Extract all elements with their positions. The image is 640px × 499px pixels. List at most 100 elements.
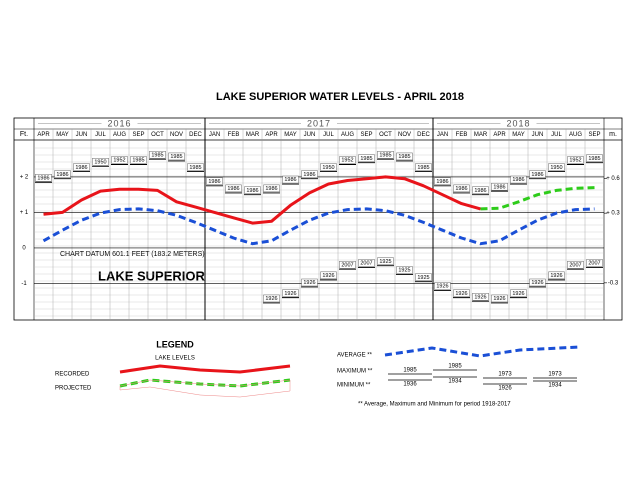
record-box [415, 163, 432, 171]
month-label: APR [37, 132, 50, 138]
record-box [320, 271, 337, 280]
month-label: FEB [228, 132, 240, 138]
legend-band [119, 379, 291, 398]
record-year: 1926 [550, 273, 562, 279]
legend-year: 1934 [548, 383, 562, 389]
month-label: MAY [284, 132, 297, 138]
record-box [92, 158, 109, 166]
record-box [548, 163, 565, 171]
legend-year: 1936 [403, 382, 417, 388]
record-box [187, 163, 204, 171]
frame [13, 117, 623, 321]
record-box [339, 156, 356, 164]
record-box [586, 154, 603, 162]
y-tick-label: + 1 [20, 210, 29, 216]
record-box [377, 151, 394, 159]
record-year: 1986 [493, 184, 505, 190]
legend-label: AVERAGE ** [337, 353, 373, 359]
record-box [263, 184, 280, 193]
legend-line [384, 345, 581, 358]
record-box [510, 175, 527, 184]
record-box [206, 177, 223, 185]
record-year: 1926 [284, 291, 296, 297]
month-label: MAY [56, 132, 69, 138]
record-year: 1950 [550, 165, 562, 171]
record-year: 1986 [227, 186, 239, 192]
record-year: 1926 [531, 280, 543, 286]
record-year: 1986 [303, 172, 315, 178]
legend-line [119, 364, 291, 374]
month-label: AUG [569, 132, 582, 138]
record-box [453, 289, 470, 297]
record-box [529, 278, 546, 287]
month-label: JUL [95, 132, 106, 138]
legend-label: MINIMUM ** [337, 383, 371, 389]
record-year: 1950 [94, 159, 106, 165]
record-box [415, 273, 432, 281]
month-label: JUN [76, 132, 88, 138]
month-label: APR [265, 132, 278, 138]
record-year: 1985 [417, 165, 429, 171]
month-label: DEC [417, 132, 430, 138]
record-year: 1952 [341, 158, 353, 164]
month-label: SEP [132, 132, 144, 138]
record-year: 1950 [322, 165, 334, 171]
record-box [510, 289, 527, 297]
y-tick-label: 0 [22, 246, 26, 252]
record-year: 1986 [455, 186, 467, 192]
record-box [282, 289, 299, 297]
month-label: JUL [551, 132, 562, 138]
month-label: SEP [588, 132, 600, 138]
month-label: MAR [474, 132, 488, 138]
annotation: CHART DATUM 601.1 FEET (183.2 METERS) [60, 251, 205, 258]
record-box [586, 259, 603, 267]
record-box [491, 182, 508, 191]
y2-tick-label: -0.3 [608, 280, 619, 286]
year-label: 2016 [107, 118, 131, 128]
record-year: 1926 [474, 294, 486, 300]
record-year: 1986 [436, 179, 448, 185]
legend-year: 1973 [498, 372, 512, 378]
record-year: 1926 [455, 291, 467, 297]
record-box [434, 282, 451, 290]
y-axis-label: Ft. [20, 131, 28, 138]
record-box [358, 154, 375, 162]
record-box [339, 261, 356, 269]
record-year: 1986 [37, 175, 49, 181]
y-tick-label: + 2 [20, 175, 29, 181]
record-year: 1925 [379, 259, 391, 265]
record-year: 1925 [417, 275, 429, 281]
record-box [225, 184, 242, 193]
month-label: AUG [341, 132, 354, 138]
y2-tick-label: + 0.6 [606, 176, 620, 182]
record-box [358, 259, 375, 267]
legend-year: 1934 [448, 379, 462, 385]
legend-label: RECORDED [55, 372, 90, 378]
year-label: 2018 [506, 118, 530, 128]
month-label: JUN [532, 132, 544, 138]
record-year: 1986 [208, 179, 220, 185]
chart-title: LAKE SUPERIOR WATER LEVELS - APRIL 2018 [216, 91, 464, 103]
record-year: 1926 [303, 280, 315, 286]
record-year: 1985 [189, 165, 201, 171]
y2-axis-label: m. [609, 131, 617, 138]
legend-year: 1973 [548, 372, 562, 378]
month-label: OCT [379, 132, 392, 138]
record-year: 1926 [512, 291, 524, 297]
record-year: 1985 [398, 154, 410, 160]
record-box [396, 266, 413, 274]
month-label: MAR [246, 132, 260, 138]
legend-label: PROJECTED [55, 386, 92, 392]
footnote: ** Average, Maximum and Minimum for peri… [358, 402, 511, 408]
record-box [282, 175, 299, 184]
record-year: 1925 [398, 268, 410, 274]
month-label: DEC [189, 132, 202, 138]
month-label: SEP [360, 132, 372, 138]
y2-tick-label: + 0.3 [606, 211, 620, 217]
record-box [35, 174, 52, 182]
record-year: 1985 [588, 156, 600, 162]
month-label: JUN [304, 132, 316, 138]
record-box [168, 152, 185, 161]
series-line [42, 207, 595, 246]
record-year: 1986 [56, 172, 68, 178]
